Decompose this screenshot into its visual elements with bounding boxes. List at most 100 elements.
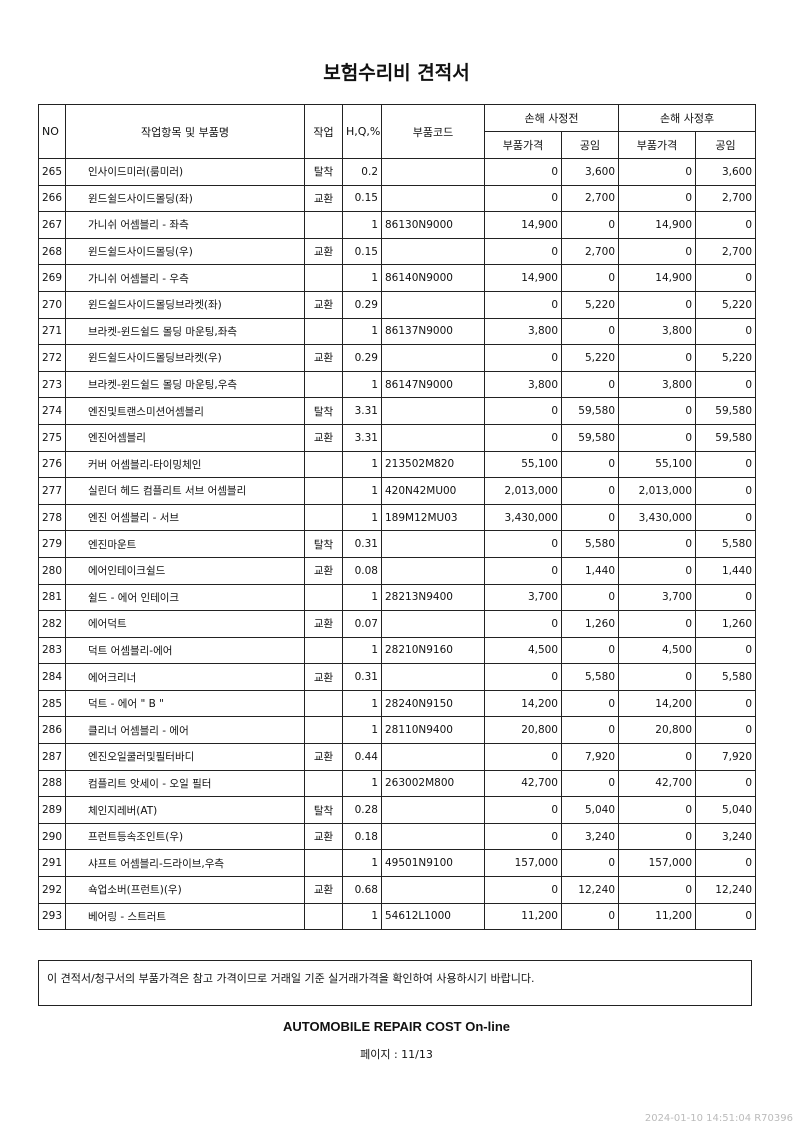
- row-no: 288: [38, 769, 66, 798]
- hq-value: 0.15: [342, 237, 382, 266]
- table-row: 278 엔진 어셈블리 - 서브 1 189M12MU03 3,430,000 0 3,43…: [38, 503, 757, 532]
- row-no: 290: [38, 822, 66, 851]
- before-labor: 0: [560, 769, 620, 798]
- header-before-adjustment: 손해 사정전: [483, 104, 620, 132]
- hq-value: 1: [342, 583, 382, 612]
- row-no: 291: [38, 849, 66, 878]
- item-name: 가니쉬 어셈블리 - 우측: [65, 264, 305, 292]
- table-row: 265 인사이드미러(룸미러) 탈착 0.2 0 3,600 0 3,600: [38, 158, 757, 186]
- table-row: 289 체인지레버(AT) 탈착 0.28 0 5,040 0 5,040: [38, 796, 757, 824]
- hq-value: 0.31: [342, 530, 382, 558]
- after-part-price: 0: [618, 530, 697, 558]
- work-type: 탈착: [304, 158, 343, 186]
- part-code: [381, 743, 485, 771]
- hq-value: 1: [342, 503, 382, 532]
- work-type: [304, 636, 343, 665]
- part-code: [381, 663, 485, 691]
- before-labor: 0: [560, 477, 620, 505]
- work-type: 교환: [304, 184, 343, 213]
- before-part-price: 0: [484, 158, 562, 186]
- after-labor: 2,700: [695, 184, 757, 213]
- after-labor: 0: [695, 583, 757, 612]
- before-part-price: 4,500: [484, 636, 562, 665]
- after-part-price: 3,430,000: [618, 503, 697, 532]
- part-code: 86147N9000: [381, 370, 485, 399]
- after-part-price: 0: [618, 876, 697, 904]
- before-labor: 5,580: [560, 663, 620, 691]
- part-code: 86137N9000: [381, 317, 485, 346]
- work-type: [304, 849, 343, 878]
- price-notice-text: 이 견적서/청구서의 부품가격은 참고 가격이므로 거래일 기준 실거래가격을 …: [47, 972, 535, 985]
- before-part-price: 0: [484, 556, 562, 585]
- table-row: 269 가니쉬 어셈블리 - 우측 1 86140N9000 14,900 0 14,900…: [38, 264, 757, 292]
- price-notice-box: 이 견적서/청구서의 부품가격은 참고 가격이므로 거래일 기준 실거래가격을 …: [38, 960, 752, 1006]
- after-labor: 0: [695, 769, 757, 798]
- row-no: 268: [38, 237, 66, 266]
- table-row: 267 가니쉬 어셈블리 - 좌측 1 86130N9000 14,900 0 14,900…: [38, 211, 757, 239]
- after-labor: 1,440: [695, 556, 757, 585]
- hq-value: 3.31: [342, 397, 382, 425]
- work-type: [304, 370, 343, 399]
- after-labor: 0: [695, 716, 757, 745]
- row-no: 275: [38, 423, 66, 452]
- after-labor: 2,700: [695, 237, 757, 266]
- row-no: 276: [38, 450, 66, 479]
- before-labor: 12,240: [560, 876, 620, 904]
- before-part-price: 42,700: [484, 769, 562, 798]
- row-no: 279: [38, 530, 66, 558]
- table-row: 281 쉴드 - 에어 인테이크 1 28213N9400 3,700 0 3,700 0: [38, 583, 757, 612]
- after-part-price: 0: [618, 290, 697, 319]
- after-part-price: 0: [618, 158, 697, 186]
- part-code: [381, 556, 485, 585]
- before-labor: 59,580: [560, 397, 620, 425]
- before-labor: 0: [560, 583, 620, 612]
- after-labor: 5,580: [695, 663, 757, 691]
- table-row: 286 클리너 어셈블리 - 에어 1 28110N9400 20,800 0 20,800…: [38, 716, 757, 745]
- before-labor: 0: [560, 689, 620, 718]
- work-type: 교환: [304, 663, 343, 691]
- part-code: [381, 290, 485, 319]
- before-labor: 5,040: [560, 796, 620, 824]
- before-labor: 5,220: [560, 290, 620, 319]
- item-name: 에어덕트: [65, 610, 305, 638]
- row-no: 293: [38, 902, 66, 931]
- table-row: 284 에어크리너 교환 0.31 0 5,580 0 5,580: [38, 663, 757, 691]
- item-name: 베어링 - 스트러트: [65, 902, 305, 931]
- before-part-price: 14,900: [484, 211, 562, 239]
- after-part-price: 0: [618, 796, 697, 824]
- work-type: [304, 583, 343, 612]
- hq-value: 0.44: [342, 743, 382, 771]
- part-code: [381, 530, 485, 558]
- hq-value: 1: [342, 716, 382, 745]
- item-name: 덕트 - 에어 " B ": [65, 689, 305, 718]
- item-name: 윈드쉴드사이드몰딩브라켓(우): [65, 344, 305, 372]
- before-part-price: 0: [484, 237, 562, 266]
- after-part-price: 0: [618, 743, 697, 771]
- work-type: 탈착: [304, 796, 343, 824]
- header-hq: H,Q,%: [342, 104, 382, 159]
- part-code: [381, 397, 485, 425]
- before-labor: 0: [560, 902, 620, 931]
- after-part-price: 0: [618, 184, 697, 213]
- after-part-price: 42,700: [618, 769, 697, 798]
- part-code: [381, 344, 485, 372]
- before-labor: 3,240: [560, 822, 620, 851]
- hq-value: 1: [342, 450, 382, 479]
- before-part-price: 0: [484, 822, 562, 851]
- hq-value: 0.28: [342, 796, 382, 824]
- row-no: 281: [38, 583, 66, 612]
- table-row: 285 덕트 - 에어 " B " 1 28240N9150 14,200 0 14,200…: [38, 689, 757, 718]
- item-name: 윈드쉴드사이드몰딩(우): [65, 237, 305, 266]
- hq-value: 1: [342, 689, 382, 718]
- item-name: 샤프트 어셈블리-드라이브,우측: [65, 849, 305, 878]
- part-code: 213502M820: [381, 450, 485, 479]
- work-type: [304, 769, 343, 798]
- item-name: 쇽업소버(프런트)(우): [65, 876, 305, 904]
- after-labor: 5,040: [695, 796, 757, 824]
- part-code: [381, 423, 485, 452]
- work-type: [304, 503, 343, 532]
- before-labor: 0: [560, 636, 620, 665]
- work-type: 교환: [304, 237, 343, 266]
- work-type: 교환: [304, 822, 343, 851]
- part-code: 28240N9150: [381, 689, 485, 718]
